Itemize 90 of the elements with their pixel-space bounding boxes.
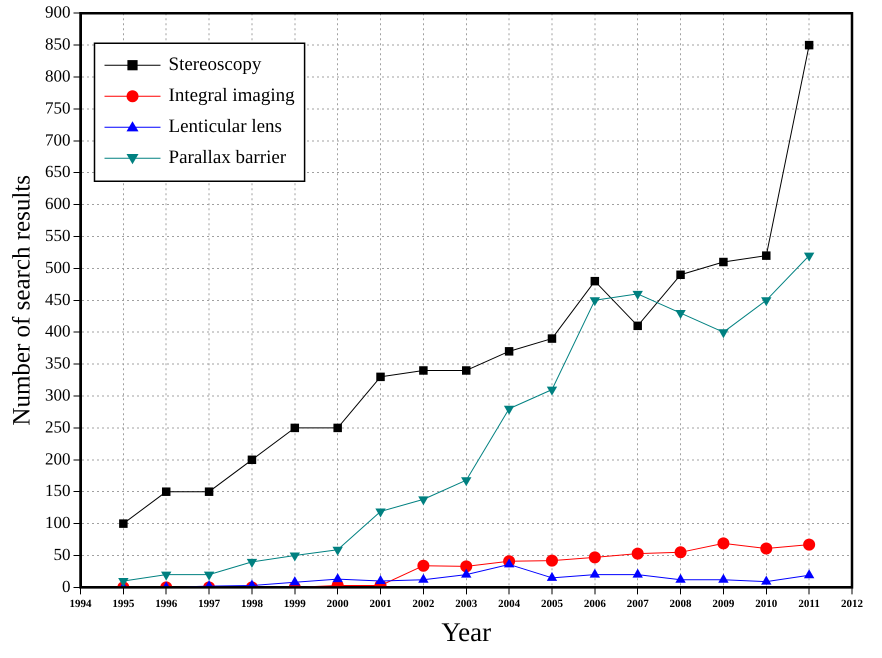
point [418,574,429,583]
x-tick-label: 2009 [712,598,735,610]
point [119,519,128,528]
y-tick-label: 50 [54,544,70,564]
point [375,575,386,584]
x-tick-label: 2004 [498,598,521,610]
point [460,560,472,572]
x-tick-label: 2002 [412,598,435,610]
point [632,290,643,300]
x-tick-label: 2006 [584,598,606,610]
x-tick-label: 2011 [798,598,820,610]
point [290,576,300,586]
legend-label: Integral imaging [168,85,296,106]
x-tick-label: 2000 [326,598,350,610]
point [376,372,385,382]
y-tick-label: 0 [62,576,70,596]
point [548,334,556,343]
y-tick-label: 200 [45,449,70,468]
x-tick-label: 2008 [670,598,692,610]
y-tick-label: 250 [45,417,70,436]
point [504,347,514,356]
point [590,276,600,286]
point [588,551,601,564]
point [462,366,470,375]
point [248,456,256,464]
point [590,568,600,578]
point [676,270,685,280]
point [333,424,342,432]
point [761,297,772,306]
point [718,574,729,583]
x-axis-title: Year [441,616,492,647]
point [546,572,558,581]
point [632,548,644,560]
point [633,322,642,330]
x-tick-label: 2005 [540,598,564,610]
point [803,538,816,551]
x-tick-label: 1999 [284,598,306,610]
point [718,329,729,338]
y-tick-label: 450 [45,290,70,309]
point [674,546,687,558]
x-tick-label: 2010 [755,598,778,610]
point [504,406,514,415]
point [162,487,170,496]
point [804,569,814,578]
point [762,251,771,260]
y-tick-label: 550 [45,226,70,245]
point [419,366,428,375]
point [761,576,772,585]
point [290,424,300,432]
point [675,574,686,583]
y-tick-label: 400 [45,322,70,341]
point [461,568,472,578]
y-tick-label: 300 [45,385,70,404]
point [332,573,343,582]
y-tick-label: 600 [45,194,70,214]
y-tick-label: 500 [45,258,70,277]
legend-label: Stereoscopy [168,54,262,76]
x-tick-label: 2012 [841,598,864,610]
y-tick-label: 800 [45,66,70,86]
x-tick-label: 2001 [370,598,392,610]
point [760,542,772,554]
y-tick-label: 150 [45,481,70,500]
y-tick-label: 700 [45,130,70,150]
point [546,554,558,567]
point [204,487,214,496]
point [804,252,814,262]
point [719,258,728,266]
y-tick-label: 650 [45,162,70,182]
x-tick-label: 1994 [70,598,92,610]
legend-label: Lenticular lens [168,116,282,138]
y-axis-title: Number of search results [8,174,36,426]
y-tick-label: 100 [45,513,70,532]
x-tick-label: 2007 [626,598,650,610]
x-tick-label: 1998 [240,598,264,610]
y-tick-label: 750 [45,98,70,118]
x-tick-label: 1995 [112,598,135,610]
x-tick-label: 1997 [198,598,221,610]
x-tick-label: 2003 [455,598,478,610]
y-tick-label: 850 [45,34,70,54]
point [417,560,430,572]
point [590,297,600,306]
x-tick-label: 1996 [155,598,178,610]
point [675,310,686,320]
legend-label: Parallax barrier [168,147,287,168]
point [504,558,514,568]
y-tick-label: 350 [45,354,70,373]
point [546,386,558,396]
point [717,537,730,550]
point [632,568,643,578]
y-tick-label: 900 [45,2,70,22]
